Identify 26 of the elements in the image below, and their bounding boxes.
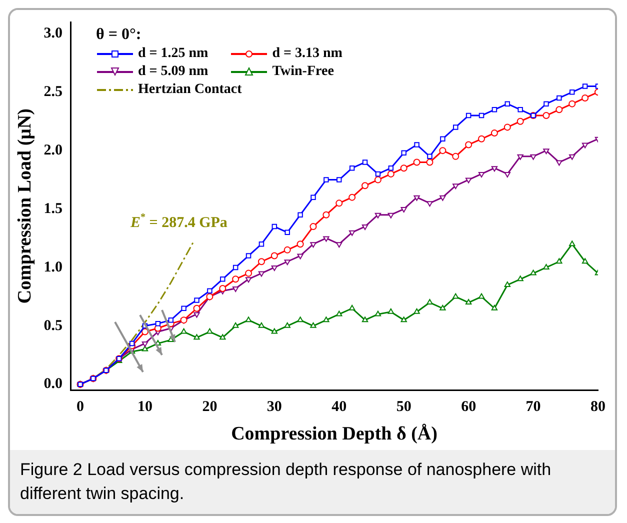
legend-label: d = 5.09 nm: [138, 64, 208, 79]
legend-label: d = 1.25 nm: [138, 46, 208, 61]
y-tick-label: 0.5: [44, 318, 63, 334]
x-tick-label: 10: [137, 399, 152, 416]
annotation: E* = 287.4 GPa: [130, 212, 228, 231]
x-tick-label: 0: [76, 399, 84, 416]
x-tick-label: 60: [461, 399, 476, 416]
legend-label: d = 3.13 nm: [272, 46, 342, 61]
y-tick-label: 1.5: [44, 200, 63, 217]
x-tick-label: 50: [396, 399, 412, 416]
caption: Figure 2 Load versus compression depth response of nanosphere with different twin spacing.: [20, 459, 552, 505]
y-tick-label: 3.0: [44, 26, 63, 42]
x-axis-title: Compression Depth δ (Å): [231, 424, 438, 445]
legend-title: θ = 0°:: [96, 26, 142, 44]
y-tick-label: 2.5: [44, 84, 63, 100]
x-tick-label: 70: [526, 399, 541, 416]
x-tick-label: 30: [266, 399, 282, 416]
x-tick-label: 20: [202, 399, 218, 416]
legend-label: Twin-Free: [272, 64, 334, 79]
legend-label: Hertzian Contact: [138, 82, 242, 97]
x-tick-label: 80: [590, 399, 606, 416]
y-tick-label: 2.0: [44, 142, 63, 158]
y-tick-label: 0.0: [44, 376, 63, 392]
x-tick-label: 40: [332, 399, 347, 416]
y-axis-title: Compression Load (μN): [14, 108, 36, 304]
y-tick-label: 1.0: [44, 259, 63, 276]
